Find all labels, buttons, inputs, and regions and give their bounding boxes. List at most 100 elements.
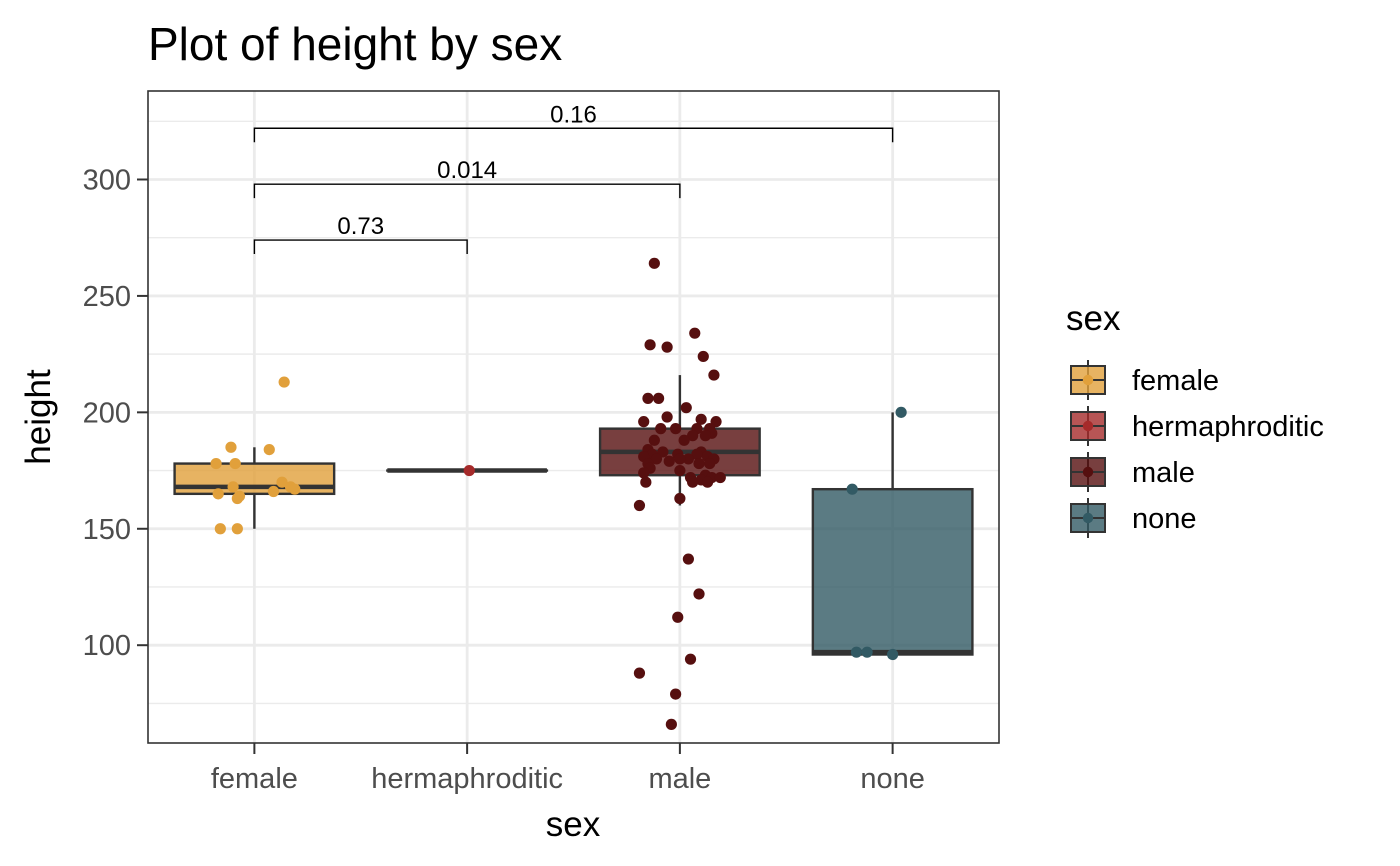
data-point-male (672, 611, 684, 623)
data-point-male (633, 499, 646, 512)
p-value-label: 0.014 (437, 157, 497, 184)
data-point-male (682, 453, 694, 465)
data-point-male (653, 392, 665, 404)
data-point-male (655, 423, 667, 435)
plot-panel-border (147, 90, 1000, 744)
data-point-male (682, 553, 694, 565)
legend-key-point (1082, 420, 1094, 432)
y-tick-label: 150 (83, 514, 131, 546)
legend-item-female: female (1070, 360, 1219, 400)
box-none (811, 412, 974, 656)
data-point-female (289, 483, 301, 495)
boxes (173, 375, 974, 656)
data-point-male (680, 402, 692, 414)
data-point-male (674, 492, 686, 505)
data-point-male (674, 453, 686, 465)
bracket-line (253, 239, 468, 255)
y-tick-label: 300 (83, 164, 131, 196)
data-point-female (227, 481, 239, 493)
x-tick-label: hermaphroditic (371, 763, 563, 795)
data-point-male (693, 457, 705, 470)
data-point-female (210, 457, 222, 470)
comparison-bracket: 0.014 (253, 157, 681, 199)
data-point-female (263, 444, 275, 456)
bracket-line (253, 127, 894, 143)
data-point-male (714, 471, 726, 484)
bracket-line (253, 183, 681, 199)
data-point-male (704, 457, 716, 470)
p-value-label: 0.16 (550, 101, 597, 128)
comparison-bracket: 0.73 (253, 213, 468, 255)
legend-label: hermaphroditic (1132, 411, 1324, 443)
data-point-female (276, 476, 288, 488)
legend-label: female (1132, 365, 1219, 397)
data-point-male (650, 453, 663, 465)
data-point-male (689, 327, 701, 339)
data-point-male (638, 416, 650, 428)
data-point-male (661, 411, 673, 423)
data-point-female (231, 523, 243, 535)
y-axis-title: height (19, 369, 58, 465)
legend-key-point (1082, 466, 1094, 478)
data-point-male (684, 653, 697, 665)
x-axis-title: sex (546, 805, 601, 844)
data-point-none (846, 483, 858, 495)
data-point-male (633, 667, 646, 679)
data-point-male (670, 423, 682, 435)
data-point-male (642, 392, 654, 404)
data-point-male (640, 476, 652, 488)
p-value-label: 0.73 (337, 213, 384, 240)
data-point-male (648, 257, 660, 269)
y-tick-label: 200 (83, 397, 131, 429)
chart-title: Plot of height by sex (148, 18, 562, 70)
y-tick-label: 100 (83, 630, 131, 662)
legend-item-none: none (1070, 498, 1197, 538)
data-point-hermaphroditic (463, 464, 475, 477)
data-point-male (678, 434, 690, 446)
x-tick-label: none (860, 763, 925, 795)
legend: sex female hermaphroditic male none (1066, 299, 1324, 538)
data-point-none (861, 646, 873, 658)
points (210, 257, 907, 730)
legend-key-point (1082, 374, 1094, 386)
data-point-none (850, 646, 863, 658)
legend-title: sex (1066, 299, 1121, 338)
data-point-female (231, 492, 243, 505)
data-point-male (648, 434, 660, 446)
box-body (173, 462, 336, 496)
data-point-female (212, 488, 224, 500)
data-point-female (278, 376, 290, 388)
legend-item-male: male (1070, 452, 1195, 492)
data-point-female (214, 523, 226, 535)
y-axis: 100 150 200 250 300 (83, 164, 148, 662)
data-point-male (687, 476, 699, 488)
data-point-none (887, 648, 899, 661)
data-point-male (674, 464, 686, 477)
data-point-male (663, 455, 675, 467)
legend-label: none (1132, 503, 1197, 535)
data-point-female (267, 485, 280, 498)
data-point-male (670, 688, 682, 700)
data-point-male (699, 430, 712, 442)
data-point-male (693, 588, 705, 600)
x-tick-label: female (211, 763, 298, 795)
box-female (173, 447, 336, 529)
data-point-male (691, 448, 703, 460)
data-point-none (895, 406, 907, 418)
data-point-male (638, 467, 650, 479)
data-point-male (665, 718, 677, 730)
data-point-male (697, 350, 709, 363)
legend-key-point (1082, 512, 1094, 524)
data-point-male (708, 369, 720, 381)
x-tick-label: male (648, 763, 711, 795)
data-point-male (644, 339, 656, 351)
data-point-male (701, 476, 714, 488)
data-point-female (229, 457, 241, 470)
box-body (811, 487, 974, 656)
data-point-male (695, 413, 707, 425)
data-point-male (661, 341, 673, 353)
data-point-male (687, 430, 699, 442)
data-point-female (225, 441, 237, 453)
legend-item-hermaphroditic: hermaphroditic (1070, 406, 1324, 446)
